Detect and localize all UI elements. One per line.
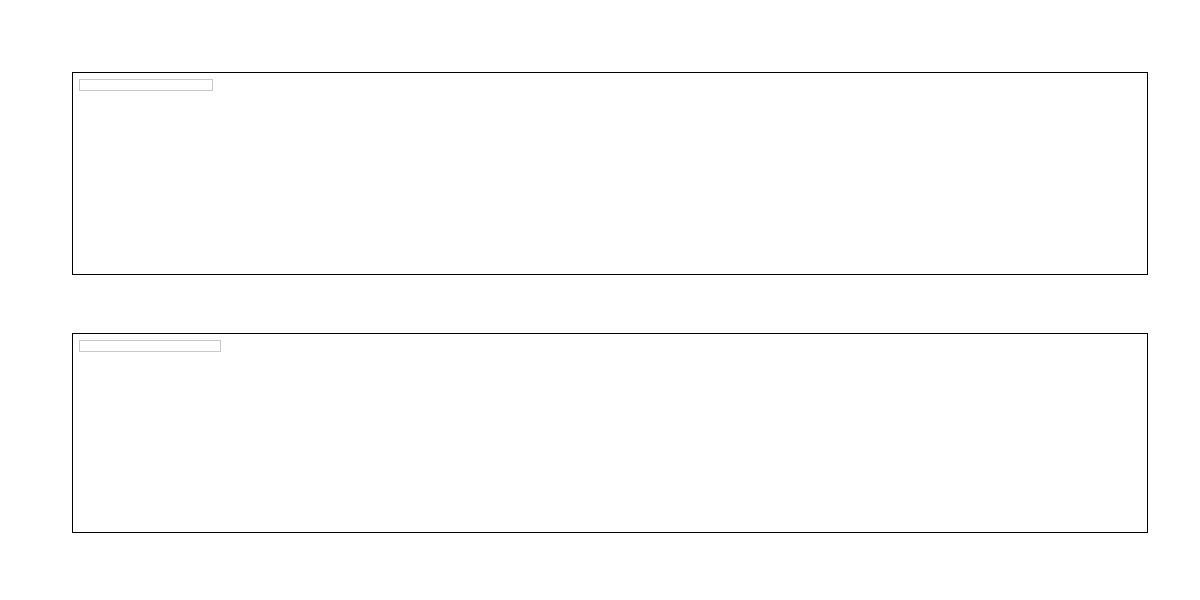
top-legend — [79, 79, 213, 91]
top-plot-svg — [73, 73, 1148, 275]
top-plot-area — [72, 72, 1148, 275]
bottom-plot-svg — [73, 334, 1148, 533]
bottom-legend — [79, 340, 221, 352]
bottom-plot-area — [72, 333, 1148, 533]
top-chart-panel — [72, 72, 1148, 275]
bottom-chart-panel — [0, 320, 1200, 600]
